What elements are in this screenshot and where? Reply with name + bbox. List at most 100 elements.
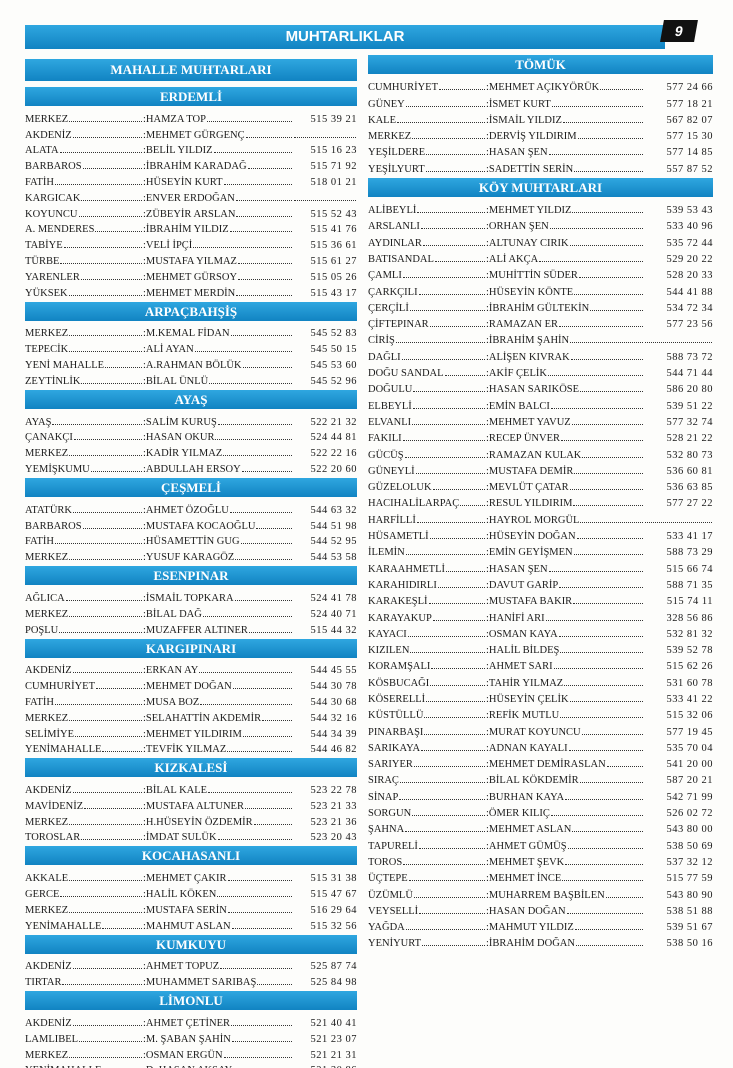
muhtar-name: :MUSTAFA BAKIR	[486, 596, 573, 608]
place-cell: KARAKEŞLİ	[368, 596, 486, 607]
place-name: FAKILI	[368, 433, 402, 445]
place-name: FATİH	[25, 536, 54, 548]
leader	[549, 221, 643, 230]
place-cell: PINARBAŞI	[368, 727, 486, 738]
leader	[573, 596, 643, 605]
column-title: MAHALLE MUHTARLARI	[25, 59, 357, 81]
place-name: TEPECİK	[25, 344, 69, 356]
place-name: İLEMİN	[368, 547, 405, 559]
muhtar-name: :ALTUNAY CIRIK	[486, 237, 569, 249]
muhtar-name: :ERKAN AY	[143, 665, 199, 677]
place-name: KALE	[368, 114, 396, 126]
muhtar-name: :MAHMUT ASLAN	[143, 920, 231, 932]
muhtar-name: :MEHMET AÇIKYÖRÜK	[486, 82, 600, 94]
place-name: YAĞDA	[368, 922, 405, 934]
place-cell: SELİMİYE	[25, 729, 143, 740]
muhtar-name: :İSMAİL YILDIZ	[486, 114, 562, 126]
entry-row: MERKEZ:BİLAL DAĞ 524 40 71	[25, 604, 357, 620]
place-name: DOĞU SANDAL	[368, 368, 444, 380]
entry-row: HARFİLLİ:HAYROL MORGÜL	[368, 509, 713, 526]
muhtar-name: :ENVER ERDOĞAN	[143, 192, 235, 204]
page-title: MUHTARLIKLAR	[25, 25, 665, 49]
place-cell: SARIKAYA	[368, 743, 486, 754]
leader	[412, 808, 485, 817]
leader	[256, 521, 292, 529]
leader	[562, 873, 643, 882]
muhtar-cell: :AHMET ÇETİNER	[143, 1018, 293, 1029]
place-cell: GÜCÜŞ	[368, 450, 486, 461]
entry-row: YARENLER:MEHMET GÜRSOY 515 05 26	[25, 267, 357, 283]
phone-number: 532 80 73	[666, 449, 713, 461]
phone-number: 539 51 67	[666, 922, 713, 934]
leader	[202, 609, 292, 617]
leader	[73, 505, 142, 513]
leader	[60, 889, 142, 898]
place-cell: A. MENDERES	[25, 224, 143, 235]
phone-number: 577 23 56	[666, 319, 713, 331]
place-name: BATISANDAL	[368, 253, 434, 265]
entry-row: GERCE:HALİL KÖKEN 515 47 67	[25, 884, 357, 900]
leader	[72, 961, 142, 970]
place-name: DAĞLI	[368, 351, 401, 363]
leader	[54, 536, 142, 545]
leader	[426, 147, 485, 156]
leader	[253, 817, 292, 825]
place-name: FATİH	[25, 696, 54, 708]
muhtar-name: :M. ŞABAN ŞAHİN	[143, 1033, 231, 1045]
place-name: GÜNEYLİ	[368, 465, 415, 477]
place-name: HARFİLLİ	[368, 514, 416, 526]
muhtar-name: :İSMAİL TOPKARA	[143, 592, 234, 604]
muhtar-name: :İBRAHİM ŞAHİN	[486, 335, 570, 347]
muhtar-cell: :BİLAL KALE	[143, 785, 293, 796]
muhtar-cell: :ORHAN ŞEN	[486, 221, 644, 232]
place-name: AYDINLAR	[368, 237, 422, 249]
leader	[413, 759, 485, 768]
phone-number: 536 63 85	[666, 482, 713, 494]
leader	[429, 319, 485, 328]
leader	[217, 889, 292, 898]
phone-number: 545 53 60	[310, 359, 357, 371]
entry-row: SORGUN:ÖMER KILIÇ 526 02 72	[368, 803, 713, 819]
phone-number: 544 52 95	[310, 536, 357, 548]
muhtar-name: :BURHAN KAYA	[486, 791, 565, 803]
leader	[422, 238, 485, 246]
muhtar-name: :MEHMET İNCE	[486, 873, 562, 885]
place-name: A. MENDERES	[25, 224, 95, 236]
place-name: ÇARKÇILI	[368, 286, 418, 298]
leader	[412, 417, 485, 425]
muhtar-cell: :AHMET ÖZOĞLU	[143, 505, 293, 516]
place-cell: MERKEZ	[25, 1050, 143, 1061]
place-cell: SIRAÇ	[368, 775, 486, 786]
place-name: FATİH	[25, 176, 54, 188]
place-name: SORGUN	[368, 808, 412, 820]
muhtar-cell: :BİLAL KÖKDEMİR	[486, 775, 644, 786]
entry-row: KARAHIDIRLI:DAVUT GARİP 588 71 35	[368, 575, 713, 591]
entry-row: FATİH:HÜSAMETTİN GUG 544 52 95	[25, 532, 357, 548]
phone-number: 529 20 22	[666, 253, 713, 265]
muhtar-cell: :TAHİR YILMAZ	[486, 678, 644, 689]
muhtar-name: :ADNAN KAYALI	[486, 742, 568, 754]
leader	[645, 521, 712, 523]
entry-row: MERKEZ:H.HÜSEYİN ÖZDEMİR 523 21 36	[25, 812, 357, 828]
place-cell: BARBAROS	[25, 521, 143, 532]
leader	[571, 417, 643, 425]
muhtar-name: :HASAN ŞEN	[486, 147, 548, 159]
muhtar-cell: :AKİF ÇELİK	[486, 368, 644, 379]
leader	[405, 922, 485, 931]
phone-number: 515 44 32	[310, 624, 357, 636]
entry-row: YEŞİLDERE:HASAN ŞEN 577 14 85	[368, 142, 713, 158]
leader	[548, 564, 643, 572]
place-cell: AKDENİZ	[25, 665, 143, 676]
entry-row: GÜCÜŞ:RAMAZAN KULAK 532 80 73	[368, 444, 713, 461]
muhtar-name: :OSMAN ERGÜN	[143, 1049, 223, 1061]
muhtar-cell: :OSMAN KAYA	[486, 629, 644, 640]
phone-number: 515 66 74	[666, 563, 713, 575]
phone-number: 515 41 76	[310, 224, 357, 236]
leader	[412, 131, 485, 140]
place-cell: MERKEZ	[25, 328, 143, 339]
entry-row: KIZILEN:HALİL BİLDEŞ 539 52 78	[368, 640, 713, 656]
leader	[407, 629, 485, 637]
place-cell: TAPURELİ	[368, 841, 486, 852]
muhtar-name: :BİLAL DAĞ	[143, 608, 202, 620]
